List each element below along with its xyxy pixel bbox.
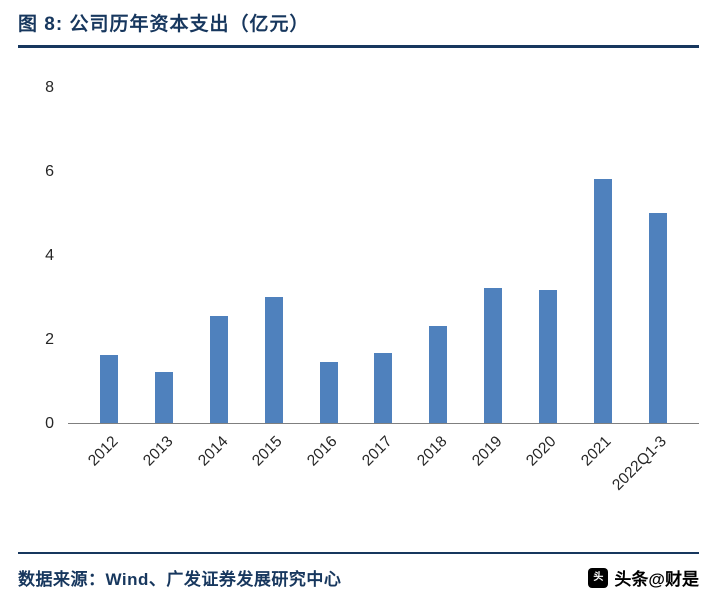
bar-column: 2017 [356,88,411,469]
bar-2013 [155,372,174,423]
bar-2020 [538,290,557,423]
y-tick-label: 6 [45,162,54,180]
toutiao-logo-icon: 头 [588,567,609,588]
x-tick-label: 2020 [523,432,560,470]
x-tick-label: 2013 [139,432,177,470]
bar-2014 [210,315,229,423]
x-tick-label: 2019 [468,432,506,470]
bar-2022Q1-3 [648,212,667,423]
x-tick-label: 2017 [359,432,396,470]
plot-area: 2012 2013 2014 2015 2016 2017 2018 2019 2020 2021… [68,88,699,493]
bar-2019 [484,288,503,423]
bar-column: 2014 [192,88,247,469]
x-tick-label: 2014 [194,432,232,470]
figure-footer: 数据来源：Wind、广发证券发展研究中心 头 头条@财是 [18,552,699,590]
bar-column: 2019 [466,88,521,469]
x-tick-label: 2016 [304,432,341,470]
y-tick-label: 8 [45,78,54,96]
bar-column: 2022Q1-3 [609,88,685,493]
x-tick-label: 2021 [578,432,615,470]
bar-column: 2020 [521,88,576,469]
bar-column: 2012 [82,88,137,469]
x-tick-label: 2015 [249,432,286,470]
y-tick-label: 2 [45,330,54,348]
bar-column: 2021 [575,88,630,469]
bar-2017 [374,353,393,423]
data-source-text: 数据来源：Wind、广发证券发展研究中心 [18,570,342,589]
bar-column: 2016 [301,88,356,469]
watermark: 头 头条@财是 [588,565,699,590]
x-tick-label: 2022Q1-3 [608,432,670,494]
bar-column: 2015 [246,88,301,469]
y-axis: 0 2 4 6 8 [18,79,60,432]
bar-2021 [593,179,612,423]
x-tick-label: 2012 [85,432,122,470]
watermark-text: 头条@财是 [614,570,699,589]
bar-column: 2018 [411,88,466,469]
bar-2016 [319,361,338,423]
title-divider [18,44,699,48]
footer-divider [18,552,699,554]
x-tick-label: 2018 [413,432,451,470]
figure-header: 图 8: 公司历年资本支出（亿元） [18,12,699,48]
bar-2015 [264,296,283,423]
y-tick-label: 4 [45,246,54,264]
y-tick-label: 0 [45,414,54,432]
bar-column: 2013 [137,88,192,469]
figure-title: 图 8: 公司历年资本支出（亿元） [18,14,310,35]
bar-2018 [429,326,448,423]
bar-2012 [100,355,119,423]
